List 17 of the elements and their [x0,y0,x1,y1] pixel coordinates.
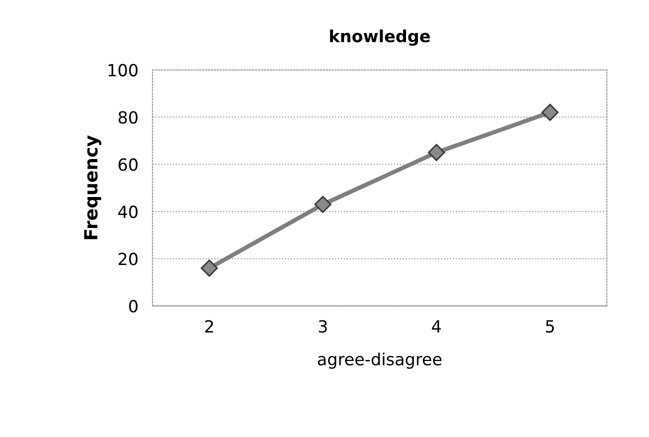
y-tick-label: 60 [118,158,138,171]
y-tick-label: 0 [129,300,138,312]
x-tick-label: 5 [546,320,554,333]
y-tick-label: 100 [108,64,138,76]
x-tick-label: 4 [432,320,441,332]
point [428,144,446,162]
x-tick-label: 2 [205,320,213,332]
x-tick-label: 3 [318,320,327,333]
point [314,196,332,213]
point [541,104,559,121]
y-axis-title: Frequency [84,135,102,240]
y-tick-label: 40 [118,205,138,218]
y-tick-label: 20 [118,252,138,266]
y-tick-label: 80 [118,111,138,124]
point [200,260,218,277]
chart-title: knowledge [330,29,430,46]
x-axis-title: agree-disagree [318,352,442,369]
